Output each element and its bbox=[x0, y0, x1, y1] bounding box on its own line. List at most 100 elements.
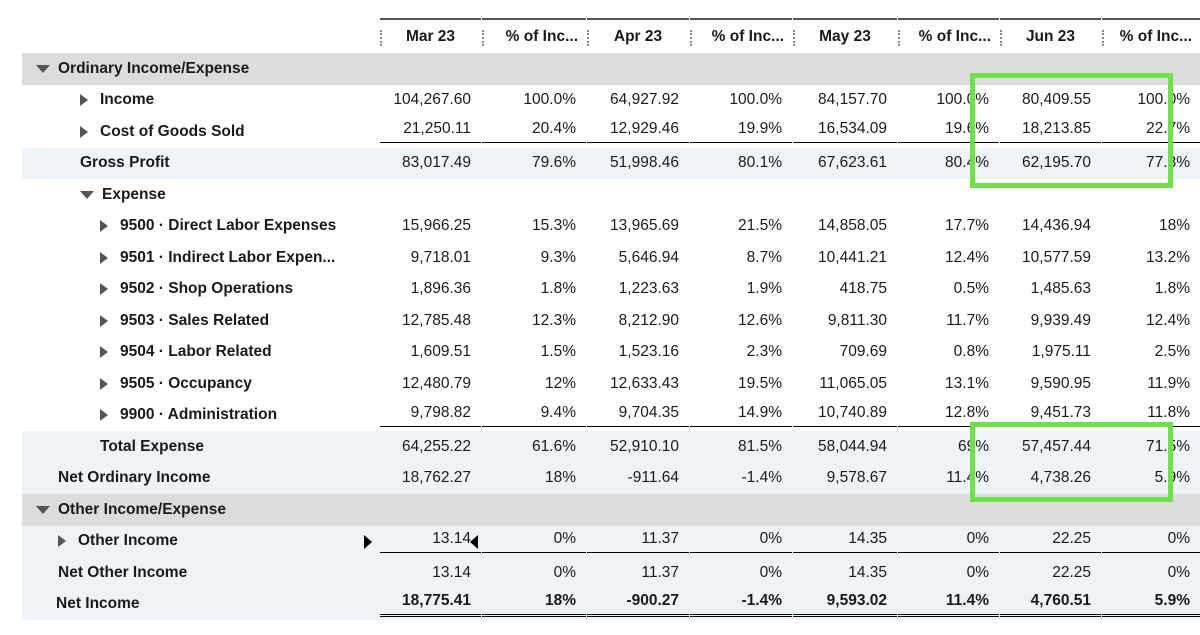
amount-cell[interactable]: 12,929.46 bbox=[587, 116, 689, 143]
amount-cell[interactable]: 80,409.55 bbox=[1000, 85, 1101, 117]
percent-cell[interactable]: 79.6% bbox=[482, 148, 586, 180]
report-row[interactable]: Net Other Income 13.14 0% 11.37 0% 14.35 0% 22.… bbox=[22, 557, 1200, 589]
percent-cell[interactable]: 12.4% bbox=[1102, 305, 1200, 337]
percent-cell[interactable]: 0% bbox=[1102, 526, 1200, 553]
percent-cell[interactable]: 18% bbox=[482, 589, 586, 617]
percent-cell[interactable]: 12.3% bbox=[482, 305, 586, 337]
amount-cell[interactable]: 83,017.49 bbox=[380, 148, 481, 180]
amount-cell[interactable]: 9,811.30 bbox=[793, 305, 897, 337]
amount-cell[interactable]: 12,785.48 bbox=[380, 305, 481, 337]
amount-cell[interactable]: 418.75 bbox=[793, 274, 897, 306]
percent-cell[interactable]: 0% bbox=[690, 526, 792, 553]
amount-cell[interactable]: 9,578.67 bbox=[793, 463, 897, 495]
percent-cell[interactable]: 80.1% bbox=[690, 148, 792, 180]
amount-cell[interactable]: 62,195.70 bbox=[1000, 148, 1101, 180]
percent-cell[interactable]: 0% bbox=[690, 557, 792, 589]
percent-cell[interactable]: 11.7% bbox=[898, 305, 999, 337]
amount-cell[interactable]: 14.35 bbox=[793, 526, 897, 553]
amount-cell[interactable]: 22.25 bbox=[1000, 557, 1101, 589]
amount-cell[interactable]: -900.27 bbox=[587, 589, 689, 617]
amount-cell[interactable]: 709.69 bbox=[793, 337, 897, 369]
percent-cell[interactable]: 21.5% bbox=[690, 211, 792, 243]
amount-cell[interactable]: 1,485.63 bbox=[1000, 274, 1101, 306]
percent-cell[interactable]: 20.4% bbox=[482, 116, 586, 143]
report-row[interactable]: 9501 · Indirect Labor Expen... 9,718.01 9.… bbox=[22, 242, 1200, 274]
amount-cell[interactable]: 52,910.10 bbox=[587, 431, 689, 463]
expand-triangle-icon[interactable] bbox=[80, 94, 88, 107]
amount-cell[interactable]: 11.37 bbox=[587, 526, 689, 553]
expand-triangle-icon[interactable] bbox=[100, 346, 108, 359]
percent-cell[interactable]: 18% bbox=[1102, 211, 1200, 243]
report-row[interactable]: Total Expense 64,255.22 61.6% 52,910.10 81.5… bbox=[22, 431, 1200, 463]
report-row[interactable]: Income 104,267.60 100.0% 64,927.92 100.0% 84,… bbox=[22, 85, 1200, 117]
amount-cell[interactable]: 57,457.44 bbox=[1000, 431, 1101, 463]
percent-cell[interactable]: 0% bbox=[898, 557, 999, 589]
percent-cell[interactable]: 9.3% bbox=[482, 242, 586, 274]
expand-triangle-icon[interactable] bbox=[100, 283, 108, 296]
report-row[interactable]: Other Income 13.14 0% 11.37 0% 14.35 0% 22.25 0% bbox=[22, 525, 1200, 557]
amount-cell[interactable]: 4,738.26 bbox=[1000, 463, 1101, 495]
amount-cell[interactable]: 1,609.51 bbox=[380, 337, 481, 369]
report-row[interactable]: 9502 · Shop Operations 1,896.36 1.8% 1,223.… bbox=[22, 274, 1200, 306]
amount-cell[interactable]: 18,762.27 bbox=[380, 463, 481, 495]
percent-cell[interactable]: 2.5% bbox=[1102, 337, 1200, 369]
amount-cell[interactable]: 5,646.94 bbox=[587, 242, 689, 274]
amount-cell[interactable]: 64,255.22 bbox=[380, 431, 481, 463]
percent-cell[interactable]: 11.4% bbox=[898, 463, 999, 495]
percent-cell[interactable]: 12% bbox=[482, 368, 586, 400]
percent-cell[interactable]: 12.4% bbox=[898, 242, 999, 274]
amount-cell[interactable]: 8,212.90 bbox=[587, 305, 689, 337]
report-row[interactable]: 9900 · Administration 9,798.82 9.4% 9,704.3… bbox=[22, 400, 1200, 432]
amount-cell[interactable]: 1,523.16 bbox=[587, 337, 689, 369]
percent-cell[interactable]: 0% bbox=[1102, 557, 1200, 589]
amount-cell[interactable]: 67,623.61 bbox=[793, 148, 897, 180]
percent-cell[interactable]: 12.6% bbox=[690, 305, 792, 337]
expand-triangle-icon[interactable] bbox=[100, 220, 108, 233]
amount-cell[interactable]: 9,718.01 bbox=[380, 242, 481, 274]
report-row[interactable]: Cost of Goods Sold 21,250.11 20.4% 12,929.4… bbox=[22, 116, 1200, 148]
percent-cell[interactable]: 0.5% bbox=[898, 274, 999, 306]
percent-cell[interactable]: 1.8% bbox=[1102, 274, 1200, 306]
collapse-triangle-icon[interactable] bbox=[36, 505, 50, 514]
amount-cell[interactable]: 11.37 bbox=[587, 557, 689, 589]
percent-cell[interactable]: 13.1% bbox=[898, 368, 999, 400]
percent-cell[interactable]: 100.0% bbox=[482, 85, 586, 117]
column-resize-grip-icon[interactable] bbox=[1102, 30, 1106, 46]
amount-cell[interactable]: 11,065.05 bbox=[793, 368, 897, 400]
column-resize-grip-icon[interactable] bbox=[793, 30, 797, 46]
collapse-triangle-icon[interactable] bbox=[80, 190, 94, 199]
expand-triangle-icon[interactable] bbox=[100, 409, 108, 422]
expand-triangle-icon[interactable] bbox=[80, 125, 88, 138]
column-resize-grip-icon[interactable] bbox=[1000, 30, 1004, 46]
amount-cell[interactable]: 12,480.79 bbox=[380, 368, 481, 400]
amount-cell[interactable]: 16,534.09 bbox=[793, 116, 897, 143]
percent-cell[interactable]: 0% bbox=[482, 526, 586, 553]
amount-cell[interactable]: 9,704.35 bbox=[587, 400, 689, 427]
expand-triangle-icon[interactable] bbox=[100, 314, 108, 327]
percent-cell[interactable]: 0% bbox=[482, 557, 586, 589]
report-row[interactable]: Net Income 18,775.41 18% -900.27 -1.4% 9,593.… bbox=[22, 588, 1200, 620]
percent-cell[interactable]: 19.6% bbox=[898, 116, 999, 143]
percent-cell[interactable]: 11.4% bbox=[898, 589, 999, 617]
amount-cell[interactable]: 84,157.70 bbox=[793, 85, 897, 117]
amount-cell[interactable]: 14.35 bbox=[793, 557, 897, 589]
percent-cell[interactable]: -1.4% bbox=[690, 589, 792, 617]
percent-cell[interactable]: 15.3% bbox=[482, 211, 586, 243]
column-resize-grip-icon[interactable] bbox=[587, 30, 591, 46]
report-row[interactable]: 9505 · Occupancy 12,480.79 12% 12,633.43 19.… bbox=[22, 368, 1200, 400]
amount-cell[interactable]: 13.14 bbox=[380, 557, 481, 589]
percent-cell[interactable]: 100.0% bbox=[898, 85, 999, 117]
amount-cell[interactable]: 4,760.51 bbox=[1000, 589, 1101, 617]
percent-cell[interactable]: 80.4% bbox=[898, 148, 999, 180]
percent-cell[interactable]: 8.7% bbox=[690, 242, 792, 274]
report-row[interactable]: 9500 · Direct Labor Expenses 15,966.25 15.… bbox=[22, 211, 1200, 243]
report-row[interactable]: 9504 · Labor Related 1,609.51 1.5% 1,523.16… bbox=[22, 337, 1200, 369]
amount-cell[interactable]: 13,965.69 bbox=[587, 211, 689, 243]
column-header-percent[interactable]: % of Inc... bbox=[898, 18, 999, 53]
percent-cell[interactable]: 18% bbox=[482, 463, 586, 495]
column-header-month[interactable]: Jun 23 bbox=[1000, 18, 1101, 53]
percent-cell[interactable]: 0.8% bbox=[898, 337, 999, 369]
amount-cell[interactable]: 14,858.05 bbox=[793, 211, 897, 243]
percent-cell[interactable]: 11.9% bbox=[1102, 368, 1200, 400]
report-row[interactable]: Gross Profit 83,017.49 79.6% 51,998.46 80.1%… bbox=[22, 147, 1200, 180]
